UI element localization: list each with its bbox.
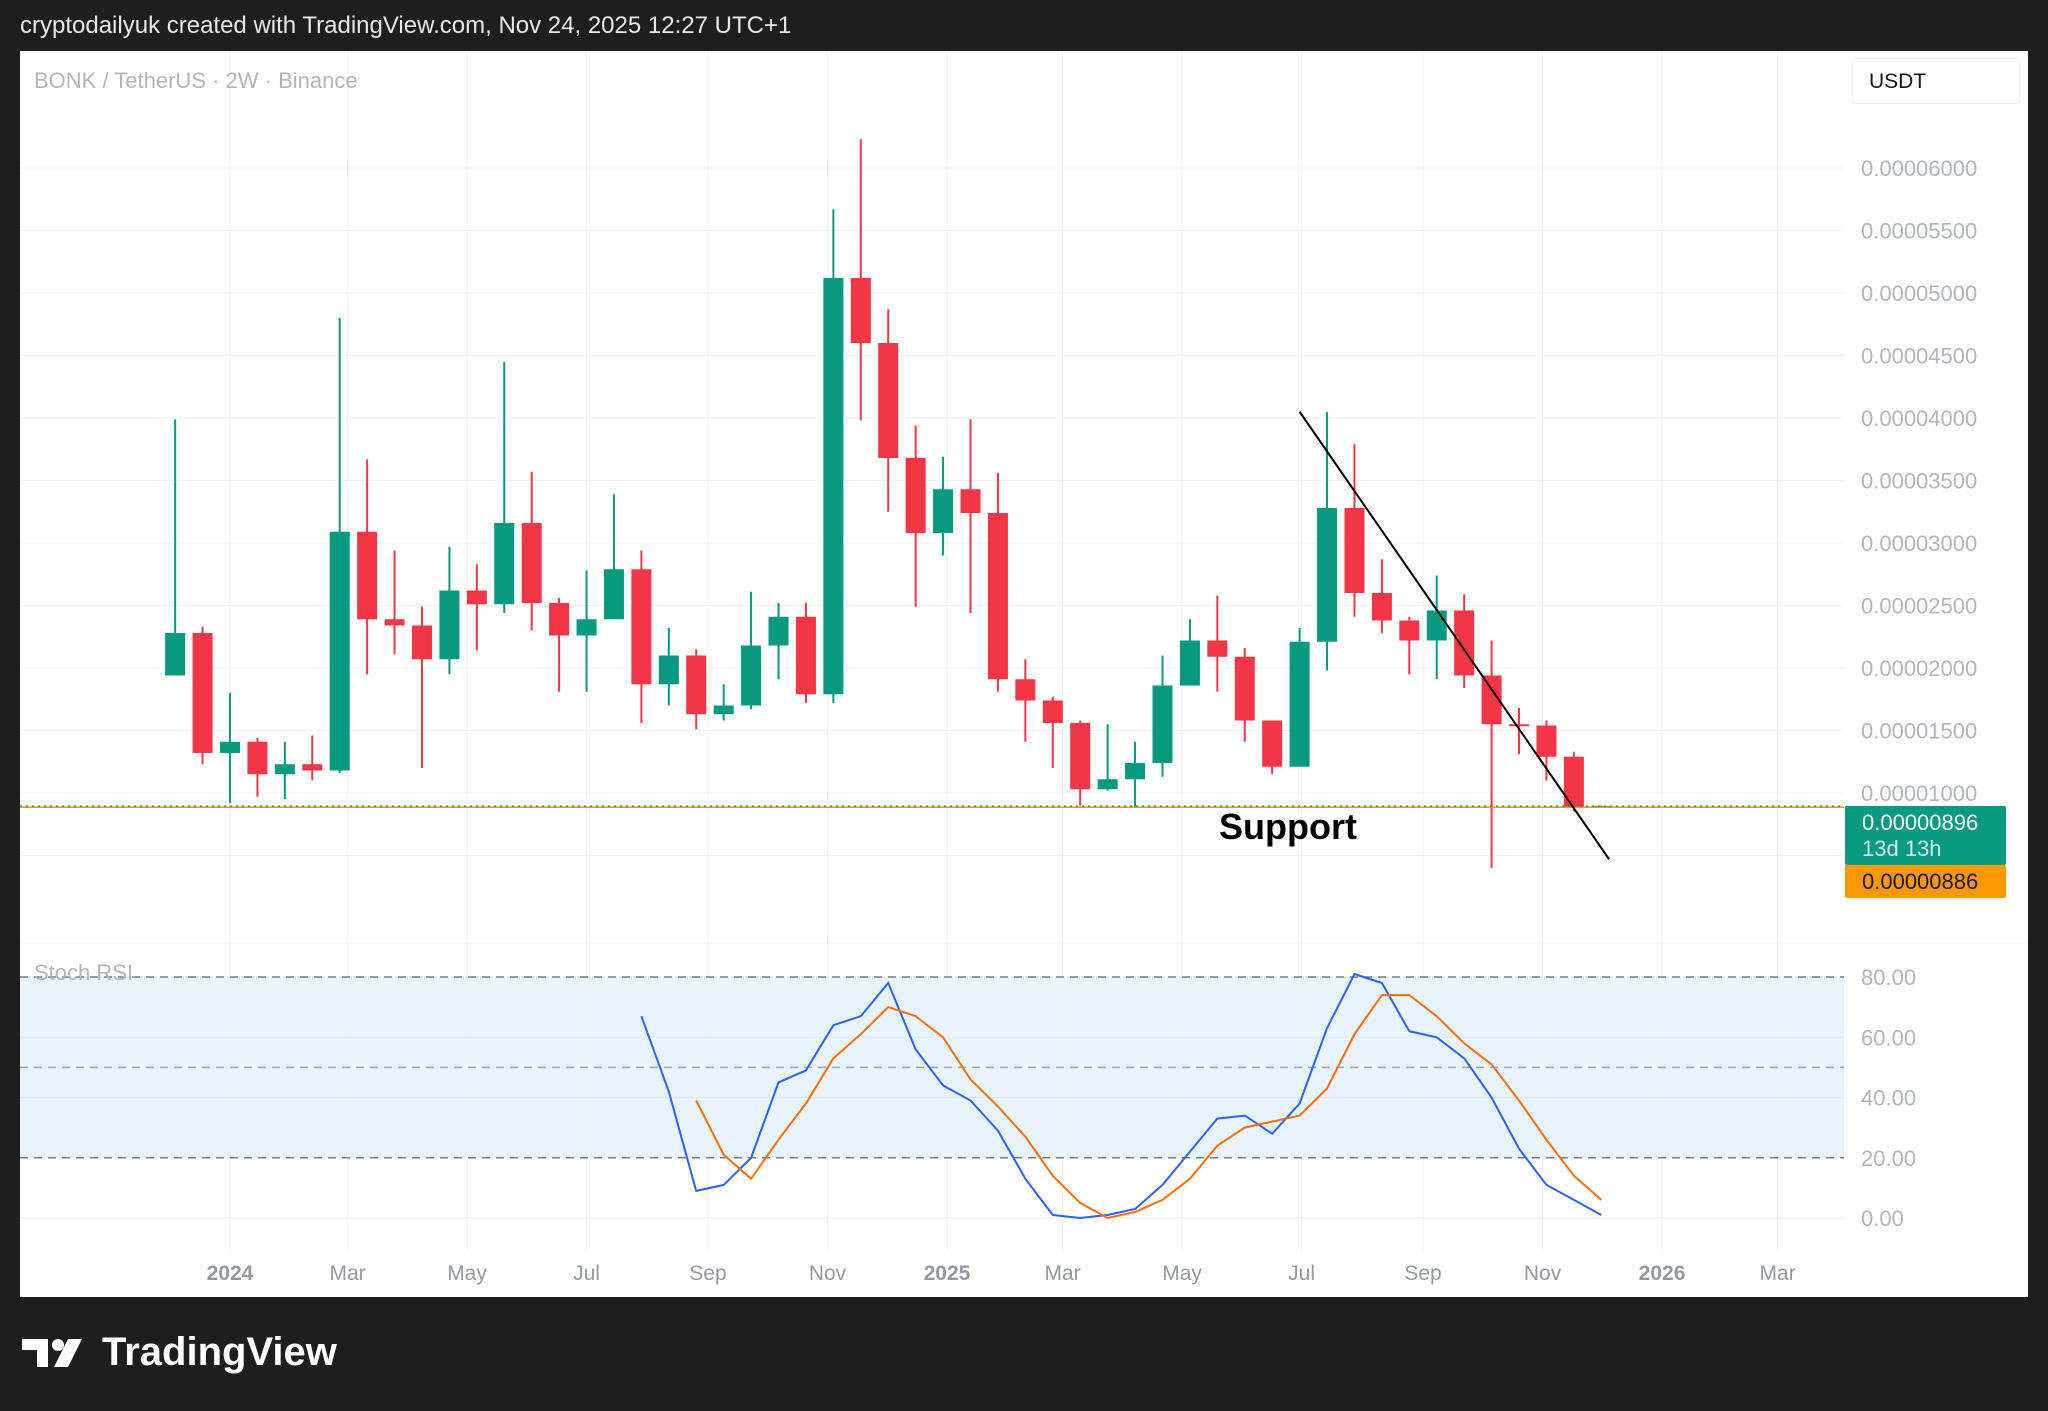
candle-down bbox=[466, 590, 487, 605]
candle-up bbox=[768, 616, 789, 646]
candle-up bbox=[1289, 641, 1310, 767]
candle-down bbox=[247, 741, 268, 775]
time-tick-label: Jul bbox=[1288, 1262, 1315, 1285]
candle-down bbox=[1207, 640, 1228, 657]
tradingview-logo[interactable]: TradingView bbox=[22, 1330, 337, 1375]
time-tick-label: 2025 bbox=[924, 1262, 971, 1285]
last-price-tag: 0.00000896 13d 13h bbox=[1845, 806, 2006, 865]
candle-up bbox=[603, 569, 624, 620]
indicator-label[interactable]: Stoch RSI bbox=[34, 960, 134, 985]
candle-down bbox=[1563, 756, 1584, 807]
candle-down bbox=[631, 569, 652, 685]
price-tick-label: 0.00005500 bbox=[1861, 219, 1977, 244]
candle-down bbox=[1262, 720, 1283, 767]
candle-down bbox=[905, 458, 926, 533]
candle-up bbox=[658, 655, 679, 685]
candle-up bbox=[576, 619, 597, 636]
symbol-title: BONK / TetherUS · 2W · Binance bbox=[34, 68, 358, 93]
time-tick-label: 2026 bbox=[1639, 1262, 1686, 1285]
candle-down bbox=[1234, 656, 1255, 721]
trendline bbox=[1298, 411, 1610, 860]
price-tick-label: 0.00002500 bbox=[1861, 594, 1977, 619]
stoch-tick-label: 20.00 bbox=[1861, 1146, 1916, 1171]
candle-down bbox=[411, 625, 432, 660]
price-tick-label: 0.00004500 bbox=[1861, 344, 1977, 369]
candle-up bbox=[713, 705, 734, 715]
candle-down bbox=[686, 655, 707, 715]
chart-canvas[interactable]: 0.00006000 0.00005500 0.00005000 0.00004500… bbox=[20, 51, 2028, 1297]
stoch-d-line bbox=[695, 994, 1602, 1220]
candle-up bbox=[741, 645, 762, 706]
candle-down bbox=[1070, 723, 1091, 790]
time-tick-label: Mar bbox=[329, 1262, 365, 1285]
price-tick-label: 0.00003000 bbox=[1861, 531, 1977, 556]
candle-down bbox=[795, 616, 816, 695]
stoch-tick-label: 40.00 bbox=[1861, 1086, 1916, 1111]
time-tick-label: Nov bbox=[809, 1262, 847, 1285]
candle-up bbox=[1125, 763, 1146, 780]
candle-down bbox=[192, 633, 213, 753]
time-tick-label: May bbox=[447, 1262, 487, 1285]
time-tick-label: May bbox=[1162, 1262, 1202, 1285]
support-label: Support bbox=[1219, 806, 1357, 847]
price-tick-label: 0.00006000 bbox=[1861, 156, 1977, 181]
stoch-tick-label: 80.00 bbox=[1861, 965, 1916, 990]
time-tick-label: Jul bbox=[573, 1262, 600, 1285]
candle-down bbox=[1481, 675, 1502, 725]
stoch-k-line bbox=[640, 972, 1602, 1220]
last-price: 0.00000896 bbox=[1862, 810, 1979, 835]
candle-up bbox=[1097, 779, 1118, 790]
currency-button[interactable]: USDT bbox=[1852, 58, 2020, 104]
candle-up bbox=[1426, 610, 1447, 641]
candle-up bbox=[1152, 685, 1173, 763]
tradingview-logo-icon bbox=[22, 1338, 82, 1367]
candle-up bbox=[329, 531, 350, 771]
candle-up bbox=[494, 523, 515, 605]
candle-up bbox=[933, 489, 954, 533]
candle-up bbox=[1179, 640, 1200, 686]
time-tick-label: Sep bbox=[689, 1262, 726, 1285]
candle-down bbox=[1399, 620, 1420, 641]
price-tick-label: 0.00001500 bbox=[1861, 719, 1977, 744]
stoch-tick-label: 0.00 bbox=[1861, 1206, 1904, 1231]
price-tick-label: 0.00004000 bbox=[1861, 406, 1977, 431]
candle-up bbox=[274, 764, 295, 775]
support-price-tag: 0.00000886 bbox=[1845, 865, 2006, 898]
candle-down bbox=[987, 513, 1008, 680]
candle-down bbox=[302, 764, 323, 771]
candle-down bbox=[1509, 724, 1530, 727]
candle-down bbox=[960, 489, 981, 513]
candle-down bbox=[1536, 725, 1557, 757]
candle-down bbox=[1454, 610, 1475, 676]
candle-up bbox=[1317, 508, 1338, 642]
candle-down bbox=[1015, 679, 1036, 701]
time-tick-label: 2024 bbox=[207, 1262, 254, 1285]
logo-text: TradingView bbox=[102, 1330, 337, 1374]
candle-countdown: 13d 13h bbox=[1862, 836, 1942, 861]
candle-down bbox=[850, 278, 871, 343]
time-tick-label: Mar bbox=[1044, 1262, 1080, 1285]
candle-down bbox=[1344, 508, 1365, 593]
candle-down bbox=[549, 603, 570, 636]
candle-down bbox=[357, 531, 378, 620]
time-tick-label: Sep bbox=[1404, 1262, 1441, 1285]
stoch-tick-label: 60.00 bbox=[1861, 1025, 1916, 1050]
price-tick-label: 0.00003500 bbox=[1861, 469, 1977, 494]
price-tick-label: 0.00005000 bbox=[1861, 281, 1977, 306]
candle-up bbox=[220, 741, 240, 753]
candle-down bbox=[1371, 593, 1392, 621]
attribution-text: cryptodailyuk created with TradingView.c… bbox=[20, 12, 792, 39]
candle-down bbox=[384, 619, 405, 626]
candle-down bbox=[521, 523, 542, 603]
candle-down bbox=[878, 343, 899, 458]
time-tick-label: Nov bbox=[1524, 1262, 1562, 1285]
price-tick-label: 0.00002000 bbox=[1861, 656, 1977, 681]
price-tick-label: 0.00001000 bbox=[1861, 781, 1977, 806]
time-tick-label: Mar bbox=[1760, 1262, 1796, 1285]
candle-up bbox=[165, 633, 186, 676]
candle-up bbox=[439, 590, 460, 660]
chart-panel[interactable]: 0.00006000 0.00005500 0.00005000 0.00004500… bbox=[20, 51, 2028, 1297]
candle-down bbox=[1042, 700, 1063, 723]
candle-up bbox=[823, 278, 844, 695]
